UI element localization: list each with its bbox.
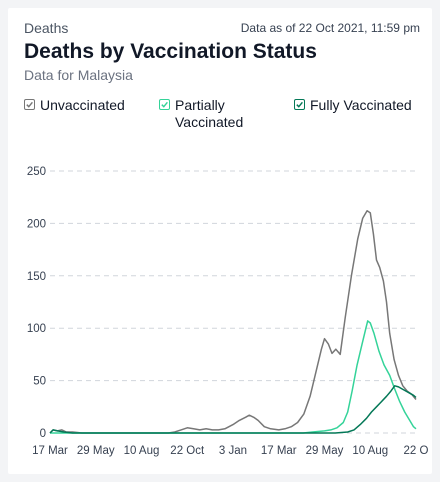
legend-toggle-fully-vaccinated[interactable]: Fully Vaccinated <box>294 97 412 114</box>
series-line-partially-vaccinated <box>50 320 417 434</box>
series-line-unvaccinated <box>49 210 417 434</box>
y-tick-label: 250 <box>27 166 46 178</box>
x-tick-label: 3 Jan <box>219 445 247 457</box>
x-tick-label: 10 Aug <box>352 445 388 457</box>
legend-label-line1: Partially <box>175 97 225 113</box>
x-tick-label: 22 Oct <box>170 445 205 457</box>
x-tick-label: 17 Mar <box>261 445 297 457</box>
y-tick-label: 0 <box>40 428 46 440</box>
y-tick-label: 150 <box>27 271 46 283</box>
x-tick-label: 17 Mar <box>32 445 68 457</box>
legend-label-unvaccinated: Unvaccinated <box>40 97 125 113</box>
x-tick-label: 22 O <box>404 445 429 457</box>
chart-card: Deaths Data as of 22 Oct 2021, 11:59 pm … <box>8 8 432 474</box>
checkbox-icon[interactable] <box>294 99 305 110</box>
y-tick-label: 100 <box>27 323 46 335</box>
chart-subtitle: Data for Malaysia <box>24 67 133 83</box>
series-line-fully-vaccinated <box>49 385 417 434</box>
legend-label-fully-vaccinated: Fully Vaccinated <box>310 97 412 113</box>
y-tick-label: 200 <box>27 218 46 230</box>
x-tick-label: 29 May <box>77 445 115 457</box>
chart-title: Deaths by Vaccination Status <box>24 40 317 63</box>
legend-label-partially-vaccinated: Partially Vaccinated <box>175 97 243 131</box>
x-tick-label: 10 Aug <box>124 445 160 457</box>
data-as-of-timestamp: Data as of 22 Oct 2021, 11:59 pm <box>240 21 420 35</box>
line-chart: 0 50 100 150 200 250 17 Mar 29 May 10 Aug 22 Oct 3… <box>27 166 429 457</box>
legend-toggle-partially-vaccinated[interactable]: Partially Vaccinated <box>159 97 243 131</box>
card-eyebrow: Deaths <box>24 20 69 36</box>
legend-toggle-unvaccinated[interactable]: Unvaccinated <box>24 97 125 114</box>
y-tick-label: 50 <box>33 376 46 388</box>
legend-label-line2: Vaccinated <box>175 114 244 130</box>
x-tick-label: 29 May <box>306 445 344 457</box>
checkbox-icon[interactable] <box>24 99 35 110</box>
checkbox-icon[interactable] <box>159 99 170 110</box>
